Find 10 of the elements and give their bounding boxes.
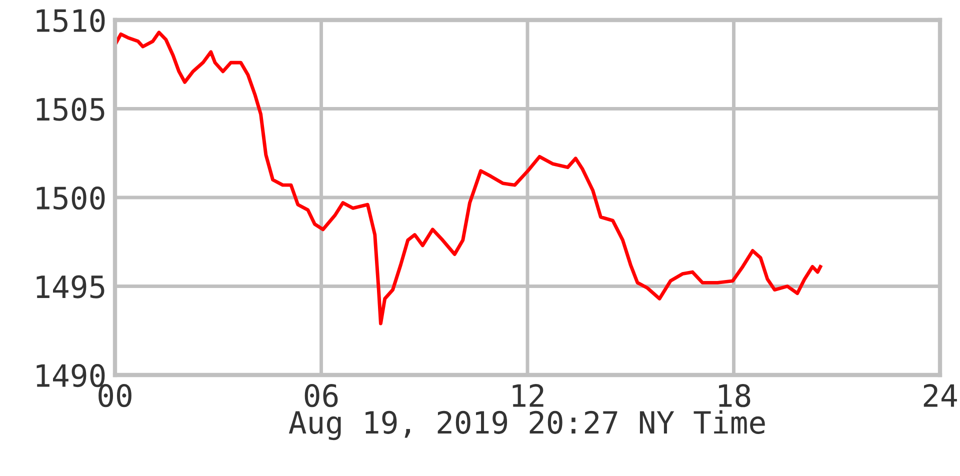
x-tick-label: 24 xyxy=(924,384,957,407)
y-tick-label: 1510 xyxy=(36,9,105,32)
x-tick-label: 18 xyxy=(719,384,750,408)
y-tick-label: 1500 xyxy=(36,186,105,210)
line-series xyxy=(115,30,822,326)
y-tick-label: 1495 xyxy=(36,275,104,298)
x-tick-label: 06 xyxy=(304,384,338,408)
x-tick-label: 12 xyxy=(512,384,544,407)
x-axis-title: Aug 19, 2019 20:27 NY Time xyxy=(288,410,765,440)
y-tick-label: 1505 xyxy=(36,98,104,121)
